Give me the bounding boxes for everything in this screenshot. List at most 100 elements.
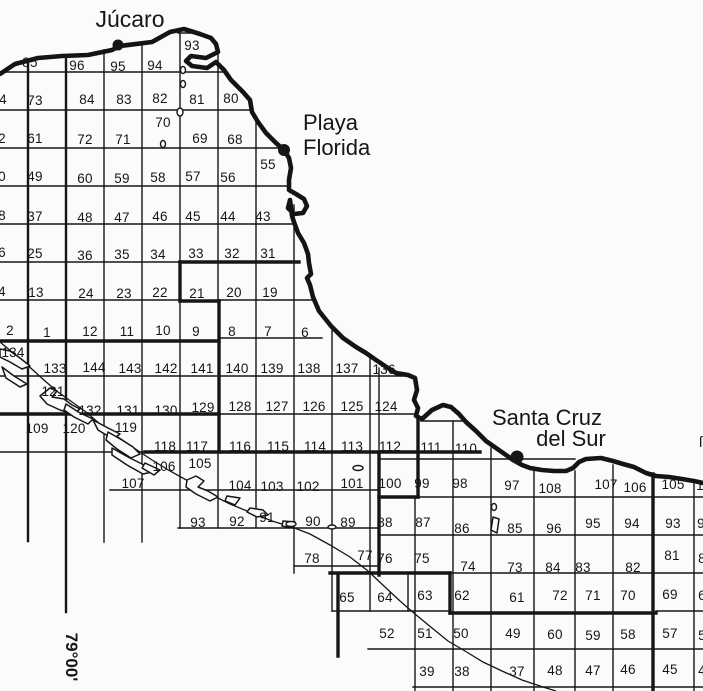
grid-cell-number: 82 [152,91,167,106]
grid-cell-number: 99 [414,476,429,491]
town-label-santa-cruz-del-sur: Santa Cruz [492,405,602,430]
grid-cell-number: 76 [377,551,392,566]
grid-cell-number: 9 [192,324,200,339]
grid-cell-number: 44 [220,209,236,224]
grid-cell-number: 104 [228,478,251,493]
grid-cell-number: 35 [114,247,129,262]
grid-cell-number: 106 [623,480,646,495]
grid-cell-number: 117 [186,439,208,454]
grid-cell-number: 38 [454,664,469,679]
town-label-playa-florida: Florida [303,135,371,160]
grid-cell-number: 1 [43,325,51,340]
grid-cell-number: 131 [116,403,139,418]
grid-cell-number: 112 [379,439,401,454]
edge-partial-glyph: ſ [699,434,703,451]
grid-cell-number: 4 [698,663,703,678]
grid-cell-number: 63 [417,588,432,603]
grid-cell-number: 139 [260,361,283,376]
grid-cell-number: 0 [0,169,6,184]
grid-cell-number: 74 [460,559,476,574]
grid-cell-number: 85 [22,55,37,70]
grid-cell-number: 130 [154,403,177,418]
grid-cell-number: 101 [340,476,363,491]
grid-cell-number: 96 [546,521,561,536]
grid-cell-number: 118 [154,439,176,454]
grid-cell-number: 5 [698,628,703,643]
grid-cell-number: 71 [115,132,130,147]
islet-icon [285,520,297,528]
grid-cell-number: 73 [507,560,522,575]
grid-cell-number: 132 [78,403,101,418]
town-dot-jucaro [112,39,124,51]
grid-cell-number: 144 [82,360,105,375]
grid-cell-number: 97 [504,478,519,493]
grid-cell-number: 143 [118,361,141,376]
cay-outline [490,516,500,534]
cay-outline [246,507,269,518]
coastline [0,26,703,486]
grid-cell-number: 70 [155,115,170,130]
cay-chain-line [0,341,557,691]
grid-cell-number: 90 [305,514,320,529]
grid-cell-number: 80 [223,91,238,106]
cay-outline [63,403,94,425]
grid-cell-number: 93 [190,515,205,530]
cay-outline [224,495,241,506]
grid-cell-number: 61 [27,131,42,146]
grid-cell-number: 33 [188,246,203,261]
grid-cell-number: 25 [27,246,42,261]
town-label-playa-florida: Playa [303,110,359,135]
cay-outline [1,366,28,388]
grid-cell-number: 126 [302,399,325,414]
cay-outline [0,348,31,370]
grid-cell-number: 62 [454,588,469,603]
islet-icon [490,502,498,512]
grid-cell-number: 46 [152,209,167,224]
grid-cell-number: 115 [267,439,289,454]
grid-cell-number: 45 [185,209,200,224]
grid-cell-number: 96 [69,58,84,73]
islet-icon [159,139,167,149]
grid-cell-number: 69 [662,587,677,602]
grid-cell-number: 55 [260,157,275,172]
town-dot-santa-cruz-del-sur [510,450,524,464]
grid-cell-number: 22 [152,285,167,300]
grid-cell-number: 4 [0,92,7,107]
grid-cell-number: 10 [155,323,170,338]
grid-cell-number: 124 [374,399,397,414]
grid-cell-number: 48 [547,663,562,678]
grid-cell-number: 8 [228,324,236,339]
cays-layer [0,65,557,691]
grid-cell-number: 32 [224,246,239,261]
grid-cell-number: 52 [379,626,394,641]
grid-cell-number: 57 [185,169,200,184]
grid-cell-number: 57 [662,626,677,641]
grid-cell-number: 2 [6,323,14,338]
grid-cell-number: 58 [150,170,165,185]
grid-cell-number: 4 [0,284,6,299]
grid-cell-number: 114 [304,439,326,454]
grid-cell-number: 81 [189,92,204,107]
grid-cell-number: 109 [25,421,48,436]
grid-cell-number: 47 [114,210,129,225]
grid-cell-number: 21 [189,286,204,301]
grid-cell-number: 136 [372,362,395,377]
grid-cell-number: 83 [575,560,590,575]
grid-cell-number: 8 [698,551,703,566]
grid-cell-number: 34 [150,247,166,262]
grid-cell-number: 84 [545,560,561,575]
grid-cell-number: 73 [27,93,42,108]
grid-cell-number: 137 [335,361,358,376]
grid-cell-number: 91 [259,510,274,525]
grid-cell-number: 142 [154,361,177,376]
grid-cell-number: 95 [585,516,600,531]
grid-cell-number: 9 [697,516,703,531]
grid-cell-number: 110 [455,441,477,456]
grid-cell-number: 82 [625,560,640,575]
town-label-jucaro: Júcaro [95,6,164,32]
islet-icon [179,79,187,89]
grid-cell-number: 94 [147,58,163,73]
grid-cell-number: 20 [226,285,241,300]
grid-cell-number: 106 [152,459,175,474]
